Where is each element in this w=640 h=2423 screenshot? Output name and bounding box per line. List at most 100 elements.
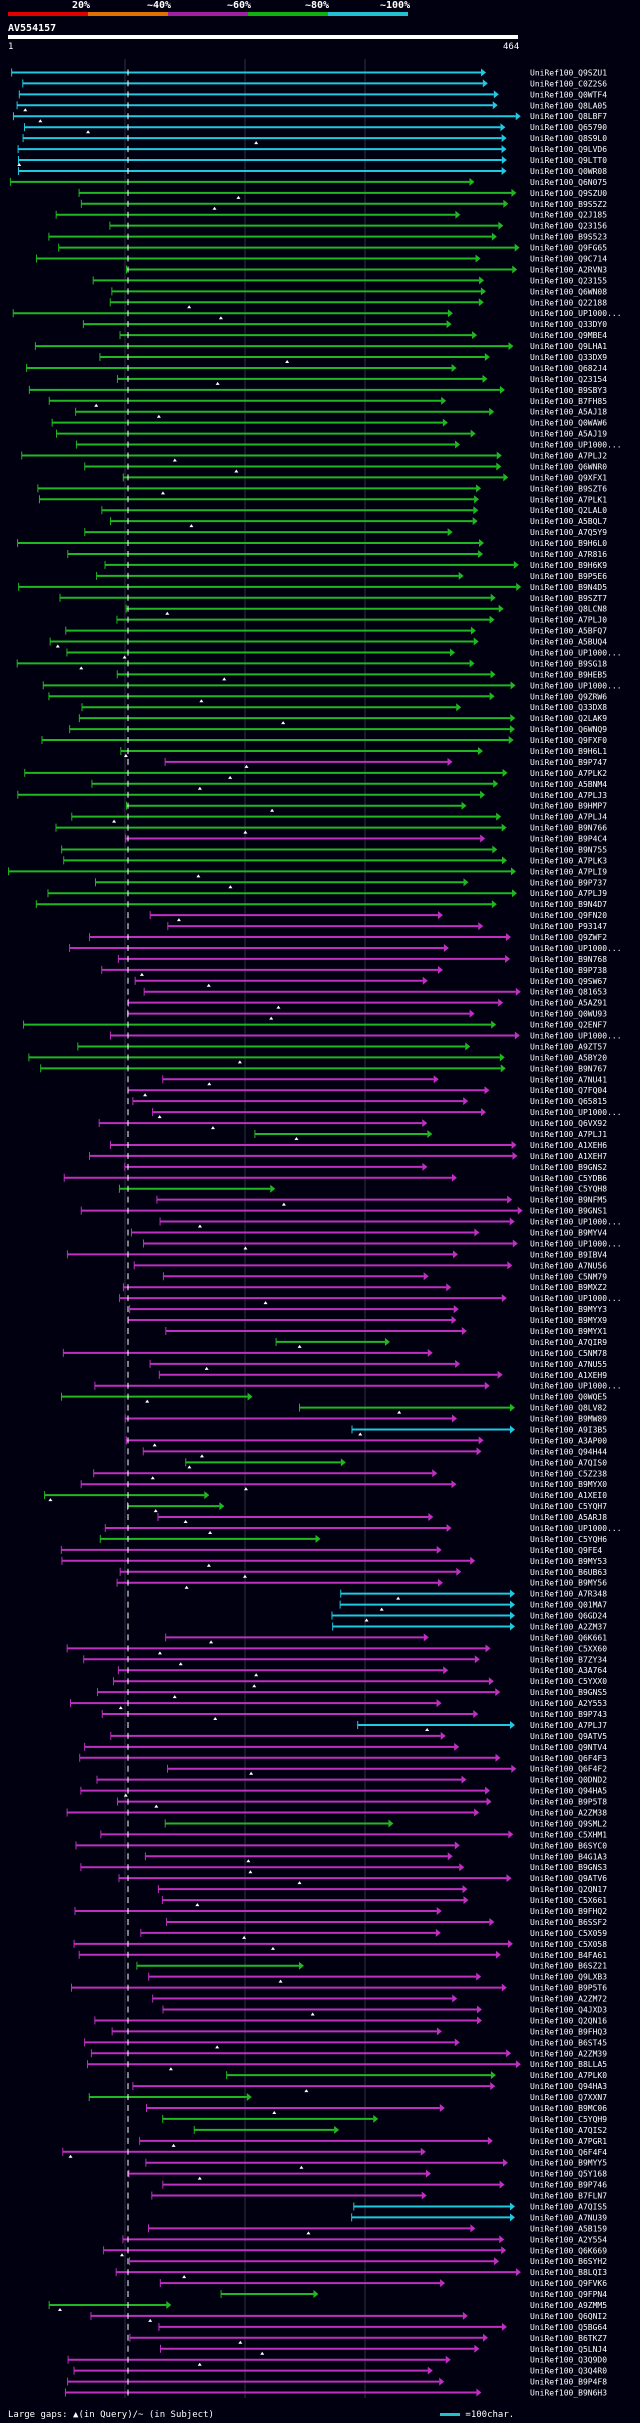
hit-row: UniRef100_Q9FN20 bbox=[127, 911, 607, 922]
gap-marker bbox=[184, 1585, 189, 1589]
hit-label: UniRef100_B9N4D5 bbox=[530, 583, 607, 592]
hit-row: UniRef100_Q33DX9 bbox=[99, 353, 607, 364]
hit-label: UniRef100_A7QIS2 bbox=[530, 2126, 607, 2135]
hit-arrow bbox=[511, 188, 517, 197]
gap-marker bbox=[199, 1454, 204, 1458]
hit-label: UniRef100_B9N6H3 bbox=[530, 2389, 607, 2398]
hit-label: UniRef100_UP1000... bbox=[530, 1218, 622, 1227]
gap-marker bbox=[94, 403, 99, 407]
gap-marker bbox=[160, 491, 165, 495]
hit-arrow bbox=[487, 2136, 493, 2145]
hit-label: UniRef100_A9ZT57 bbox=[530, 1042, 607, 1051]
hit-arrow bbox=[513, 560, 519, 569]
hit-row: UniRef100_A7PLK1 bbox=[38, 495, 607, 504]
hit-arrow bbox=[247, 1392, 253, 1401]
hit-row: UniRef100_Q81653 bbox=[127, 987, 607, 997]
gap-marker bbox=[237, 1060, 242, 1064]
hit-row: UniRef100_B6SYH2 bbox=[127, 2257, 607, 2266]
hit-row: UniRef100_B9P746 bbox=[127, 2180, 607, 2190]
hit-arrow bbox=[454, 2038, 460, 2047]
hit-arrow bbox=[495, 1753, 501, 1762]
hit-label: UniRef100_A7PLJ2 bbox=[530, 452, 607, 461]
hit-label: UniRef100_A1XEH6 bbox=[530, 1141, 607, 1150]
hit-arrow bbox=[498, 998, 504, 1007]
hit-row: UniRef100_B9SBY3 bbox=[28, 385, 607, 395]
gap-marker bbox=[204, 1366, 209, 1370]
hit-arrow bbox=[436, 2027, 442, 2036]
hit-label: UniRef100_A7NU55 bbox=[530, 1360, 607, 1369]
hit-row: UniRef100_A2Y554 bbox=[122, 2235, 607, 2244]
hit-row: UniRef100_A7PLJ3 bbox=[17, 790, 607, 800]
gap-marker bbox=[172, 458, 177, 462]
hit-arrow bbox=[388, 1819, 394, 1828]
hit-label: UniRef100_B9P747 bbox=[530, 758, 607, 767]
hit-row: UniRef100_B9N766 bbox=[55, 823, 607, 834]
hit-arrow bbox=[441, 396, 447, 405]
hit-label: UniRef100_B9H6L1 bbox=[530, 747, 607, 756]
hit-arrow bbox=[422, 1119, 428, 1128]
gap-marker bbox=[150, 1476, 155, 1480]
hit-arrow bbox=[427, 1348, 433, 1357]
hit-label: UniRef100_Q9LTT0 bbox=[530, 156, 607, 165]
hit-row: UniRef100_Q2J185 bbox=[55, 210, 607, 220]
hit-arrow bbox=[484, 1086, 490, 1095]
hit-arrow bbox=[510, 1589, 515, 1598]
hit-row: UniRef100_Q9LVD6 bbox=[17, 145, 607, 154]
gap-marker bbox=[425, 1727, 430, 1731]
hit-label: UniRef100_A7PLK1 bbox=[530, 495, 607, 504]
hit-label: UniRef100_B9P737 bbox=[530, 878, 607, 887]
hit-label: UniRef100_Q4JXD3 bbox=[530, 2006, 607, 2015]
hit-arrow bbox=[503, 199, 509, 208]
gap-marker bbox=[234, 469, 239, 473]
hit-arrow bbox=[463, 1896, 469, 1905]
hit-label: UniRef100_C5XHM1 bbox=[530, 1830, 607, 1839]
gap-marker bbox=[228, 885, 233, 889]
hit-arrow bbox=[481, 68, 487, 77]
hit-row: UniRef100_A7PLJ2 bbox=[21, 451, 607, 462]
hit-arrow bbox=[491, 1020, 497, 1029]
legend-label-40: ~40% bbox=[147, 0, 172, 11]
hit-arrow bbox=[422, 1162, 428, 1171]
hit-label: UniRef100_B9P738 bbox=[530, 966, 607, 975]
hit-row: UniRef100_Q5Y168 bbox=[127, 2169, 607, 2180]
hit-row: UniRef100_Q2LAL0 bbox=[101, 506, 607, 515]
hit-label: UniRef100_A1XEI0 bbox=[530, 1491, 607, 1500]
hit-row: UniRef100_B9GNS3 bbox=[80, 1863, 607, 1874]
hit-arrow bbox=[455, 440, 461, 449]
hit-row: UniRef100_Q5BG64 bbox=[127, 2322, 607, 2332]
hit-arrow bbox=[204, 1491, 210, 1500]
hit-row: UniRef100_B9H6K9 bbox=[104, 560, 607, 570]
hit-arrow bbox=[515, 2268, 521, 2277]
gap-marker bbox=[263, 1301, 268, 1305]
hit-row: UniRef100_B9P743 bbox=[101, 1710, 607, 1721]
hit-arrow bbox=[465, 1042, 471, 1051]
hit-arrow bbox=[490, 2082, 496, 2091]
hit-arrow bbox=[486, 1797, 492, 1806]
gap-marker bbox=[112, 819, 117, 823]
hit-arrow bbox=[494, 2257, 500, 2266]
hit-row: UniRef100_B9H6L0 bbox=[17, 539, 607, 548]
hit-arrow bbox=[509, 725, 515, 734]
hit-arrow bbox=[455, 1359, 461, 1368]
hit-label: UniRef100_B9MY53 bbox=[530, 1557, 607, 1566]
hit-row: UniRef100_B9N4D7 bbox=[35, 900, 607, 909]
hit-label: UniRef100_Q6F4F4 bbox=[530, 2148, 607, 2157]
hit-arrow bbox=[436, 1545, 442, 1554]
hit-row: UniRef100_UP1000... bbox=[119, 1294, 622, 1305]
gap-marker bbox=[242, 1935, 247, 1939]
hit-row: UniRef100_B8LLA5 bbox=[87, 2060, 607, 2071]
hit-row: UniRef100_Q6F4F2 bbox=[127, 1764, 607, 1775]
hit-arrow bbox=[428, 1513, 434, 1522]
hit-row: UniRef100_P93147 bbox=[127, 922, 607, 931]
hit-label: UniRef100_Q01MA7 bbox=[530, 1601, 607, 1610]
scale-swatch bbox=[440, 2413, 460, 2416]
hit-arrow bbox=[479, 276, 485, 285]
legend-label-100: ~100% bbox=[380, 0, 411, 11]
hit-arrow bbox=[474, 1808, 480, 1817]
hit-label: UniRef100_B9GNS1 bbox=[530, 1207, 607, 1216]
hit-row: UniRef100_B9P5T6 bbox=[70, 1983, 607, 1993]
hit-arrow bbox=[501, 856, 507, 865]
hit-label: UniRef100_A7QIS0 bbox=[530, 1458, 607, 1467]
hit-arrow bbox=[508, 1830, 514, 1839]
hit-label: UniRef100_Q5BG64 bbox=[530, 2323, 607, 2332]
